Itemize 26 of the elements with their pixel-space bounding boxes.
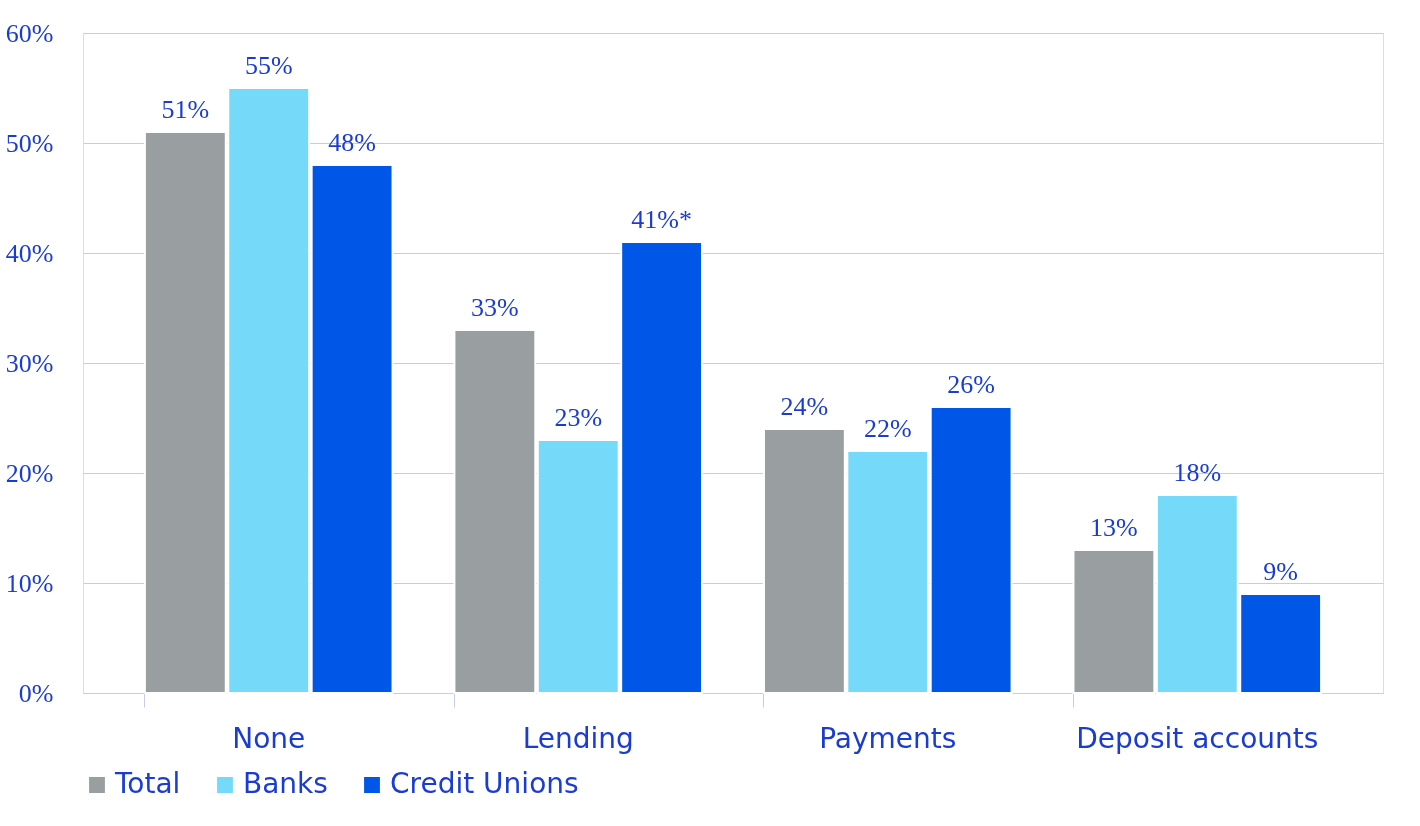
x-tick-label: Lending <box>522 721 634 755</box>
y-tick-label: 50% <box>5 128 54 158</box>
x-tick-label: Deposit accounts <box>1076 721 1319 755</box>
data-label: 24% <box>780 392 829 421</box>
y-tick-label: 0% <box>18 678 54 708</box>
data-label: 26% <box>947 370 995 399</box>
y-tick-label: 60% <box>5 18 54 48</box>
data-label: 51% <box>161 95 210 124</box>
legend-label: Banks <box>243 767 328 800</box>
data-label: 33% <box>471 293 519 322</box>
x-tick-label: None <box>232 721 306 755</box>
y-tick-label: 40% <box>5 238 54 268</box>
data-label: 9% <box>1263 557 1298 586</box>
y-tick-label: 20% <box>5 458 54 488</box>
data-label: 13% <box>1090 513 1138 542</box>
legend-label: Credit Unions <box>390 767 579 800</box>
data-label: 22% <box>863 414 912 443</box>
data-label: 23% <box>554 403 603 432</box>
x-tick-label: Payments <box>819 721 957 755</box>
legend-label: Total <box>114 767 181 800</box>
y-tick-label: 30% <box>5 348 54 378</box>
data-label: 48% <box>328 128 376 157</box>
data-label: 18% <box>1173 458 1222 487</box>
data-label: 55% <box>244 51 293 80</box>
y-tick-label: 10% <box>5 568 54 598</box>
data-label: 41%* <box>631 205 692 234</box>
